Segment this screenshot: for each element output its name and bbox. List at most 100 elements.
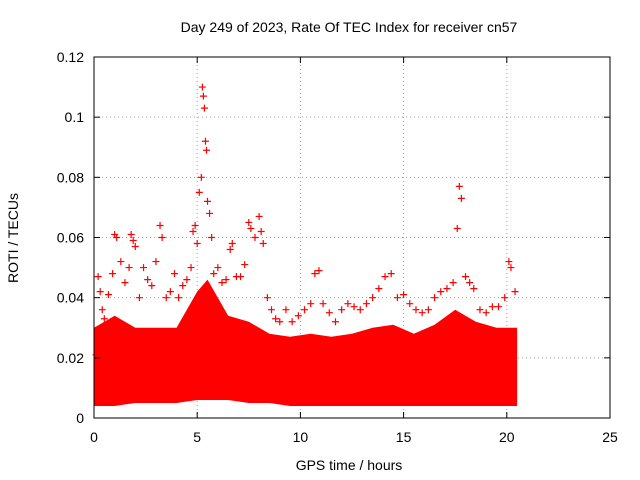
data-point: [140, 264, 148, 272]
data-point: [100, 315, 108, 323]
data-point: [152, 258, 160, 266]
data-point: [393, 294, 401, 302]
dense-data-band: [94, 279, 518, 406]
data-point: [247, 224, 255, 232]
data-point: [501, 294, 509, 302]
data-point: [495, 303, 503, 311]
data-point: [455, 182, 463, 190]
data-point: [204, 197, 212, 205]
data-point: [387, 270, 395, 278]
data-points: [92, 83, 519, 359]
data-point: [129, 237, 137, 245]
data-point: [127, 230, 135, 238]
data-point: [476, 306, 484, 314]
data-point: [311, 270, 319, 278]
data-point: [245, 218, 253, 226]
data-point: [268, 306, 276, 314]
data-point: [135, 294, 143, 302]
data-point: [443, 285, 451, 293]
data-point: [375, 285, 383, 293]
data-point: [462, 273, 470, 281]
data-point: [470, 285, 478, 293]
data-point: [197, 173, 205, 181]
data-point: [350, 303, 358, 311]
data-point: [98, 306, 106, 314]
data-point: [449, 279, 457, 287]
data-point: [301, 306, 309, 314]
y-tick-label: 0.08: [57, 169, 84, 185]
y-tick-label: 0.1: [65, 109, 85, 125]
data-point: [183, 276, 191, 284]
data-point: [511, 288, 519, 296]
data-point: [131, 243, 139, 251]
data-point: [288, 318, 296, 326]
data-point: [257, 227, 265, 235]
data-band: [94, 279, 518, 406]
data-point: [325, 309, 333, 317]
data-point: [113, 234, 121, 241]
data-point: [156, 221, 164, 229]
data-point: [200, 104, 208, 112]
data-point: [331, 318, 339, 326]
y-tick-label: 0: [76, 410, 84, 426]
data-point: [175, 294, 183, 302]
data-point: [488, 303, 496, 311]
data-point: [255, 212, 263, 220]
data-point: [222, 276, 230, 284]
data-point: [294, 312, 302, 320]
data-point: [431, 294, 439, 302]
data-point: [344, 300, 352, 308]
data-point: [179, 282, 187, 290]
data-point: [193, 240, 201, 248]
y-tick-label: 0.04: [57, 290, 84, 306]
data-point: [259, 240, 267, 248]
data-point: [263, 294, 271, 302]
data-point: [214, 264, 222, 272]
data-point: [282, 306, 290, 314]
data-point: [109, 270, 117, 278]
x-tick-label: 10: [293, 429, 309, 445]
data-point: [96, 288, 104, 296]
data-point: [400, 291, 408, 299]
data-point: [237, 273, 245, 281]
data-point: [482, 309, 490, 317]
x-tick-label: 0: [90, 429, 98, 445]
data-point: [199, 92, 207, 100]
data-point: [381, 273, 389, 281]
data-point: [457, 194, 465, 202]
x-tick-label: 25: [602, 429, 618, 445]
data-point: [466, 279, 474, 287]
data-point: [437, 288, 445, 296]
x-axis-title: GPS time / hours: [296, 457, 403, 473]
data-point: [195, 188, 203, 196]
data-point: [418, 309, 426, 317]
data-point: [198, 83, 206, 91]
data-point: [319, 300, 327, 308]
data-point: [191, 221, 199, 229]
y-tick-label: 0.02: [57, 350, 84, 366]
data-point: [369, 294, 377, 302]
data-point: [356, 306, 364, 314]
data-point: [166, 288, 174, 296]
data-point: [276, 318, 284, 326]
data-point: [424, 306, 432, 314]
data-point: [206, 209, 214, 217]
data-point: [338, 306, 346, 314]
data-point: [362, 300, 370, 308]
x-tick-label: 5: [193, 429, 201, 445]
data-point: [94, 273, 102, 281]
data-point: [315, 267, 323, 275]
data-point: [251, 234, 259, 241]
data-point: [117, 258, 125, 266]
data-point: [201, 137, 209, 145]
data-point: [144, 276, 152, 284]
data-point: [218, 279, 226, 287]
y-tick-label: 0.06: [57, 230, 84, 246]
data-point: [406, 300, 414, 308]
data-point: [507, 264, 515, 272]
data-point: [412, 306, 420, 314]
data-point: [208, 234, 216, 241]
data-point: [162, 294, 170, 302]
x-axis: 0 5 10 15 20 25: [90, 57, 618, 445]
